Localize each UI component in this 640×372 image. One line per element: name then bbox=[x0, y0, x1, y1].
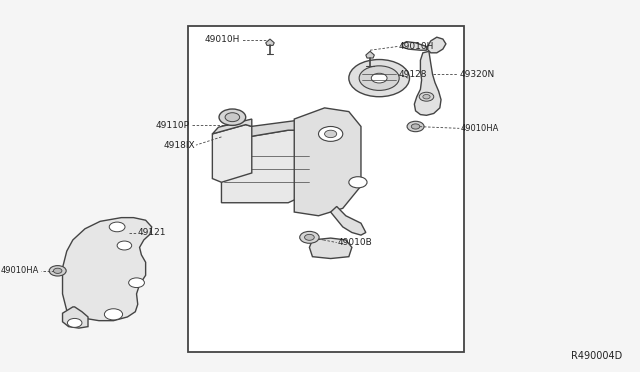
Circle shape bbox=[371, 73, 387, 83]
Circle shape bbox=[225, 113, 239, 122]
Polygon shape bbox=[309, 238, 352, 259]
Text: 49010HA: 49010HA bbox=[1, 266, 40, 275]
Polygon shape bbox=[63, 307, 88, 328]
Circle shape bbox=[53, 268, 62, 273]
Text: 49320N: 49320N bbox=[460, 70, 495, 79]
Circle shape bbox=[407, 121, 424, 132]
Polygon shape bbox=[331, 206, 366, 235]
Text: 49010H: 49010H bbox=[399, 42, 434, 51]
Text: 49128: 49128 bbox=[399, 70, 427, 79]
Circle shape bbox=[349, 60, 410, 97]
Polygon shape bbox=[312, 117, 321, 192]
Text: 49010H: 49010H bbox=[204, 35, 239, 44]
Text: 49110P: 49110P bbox=[156, 121, 190, 130]
Polygon shape bbox=[212, 119, 252, 134]
Polygon shape bbox=[294, 108, 361, 216]
Text: 49010B: 49010B bbox=[338, 238, 372, 247]
Circle shape bbox=[319, 126, 343, 141]
Text: 49121: 49121 bbox=[138, 228, 166, 237]
Circle shape bbox=[419, 92, 434, 101]
Polygon shape bbox=[221, 130, 312, 203]
Circle shape bbox=[219, 109, 246, 125]
Polygon shape bbox=[402, 42, 426, 50]
Polygon shape bbox=[63, 218, 152, 321]
Circle shape bbox=[109, 222, 125, 232]
Circle shape bbox=[49, 266, 66, 276]
Bar bbox=[188, 26, 464, 352]
Polygon shape bbox=[366, 51, 374, 58]
Text: 4918IX: 4918IX bbox=[163, 141, 195, 150]
Circle shape bbox=[305, 234, 314, 240]
Text: R490004D: R490004D bbox=[570, 351, 622, 361]
Circle shape bbox=[104, 309, 123, 320]
Circle shape bbox=[129, 278, 145, 288]
Polygon shape bbox=[426, 37, 446, 53]
Circle shape bbox=[67, 318, 82, 327]
Polygon shape bbox=[266, 39, 274, 45]
Polygon shape bbox=[221, 117, 321, 141]
Circle shape bbox=[300, 231, 319, 243]
Circle shape bbox=[349, 177, 367, 188]
Circle shape bbox=[412, 124, 420, 129]
Circle shape bbox=[359, 66, 399, 90]
Circle shape bbox=[423, 94, 430, 99]
Polygon shape bbox=[212, 125, 252, 182]
Circle shape bbox=[324, 130, 337, 138]
Text: 49010HA: 49010HA bbox=[460, 124, 499, 133]
Polygon shape bbox=[414, 51, 441, 115]
Circle shape bbox=[117, 241, 132, 250]
